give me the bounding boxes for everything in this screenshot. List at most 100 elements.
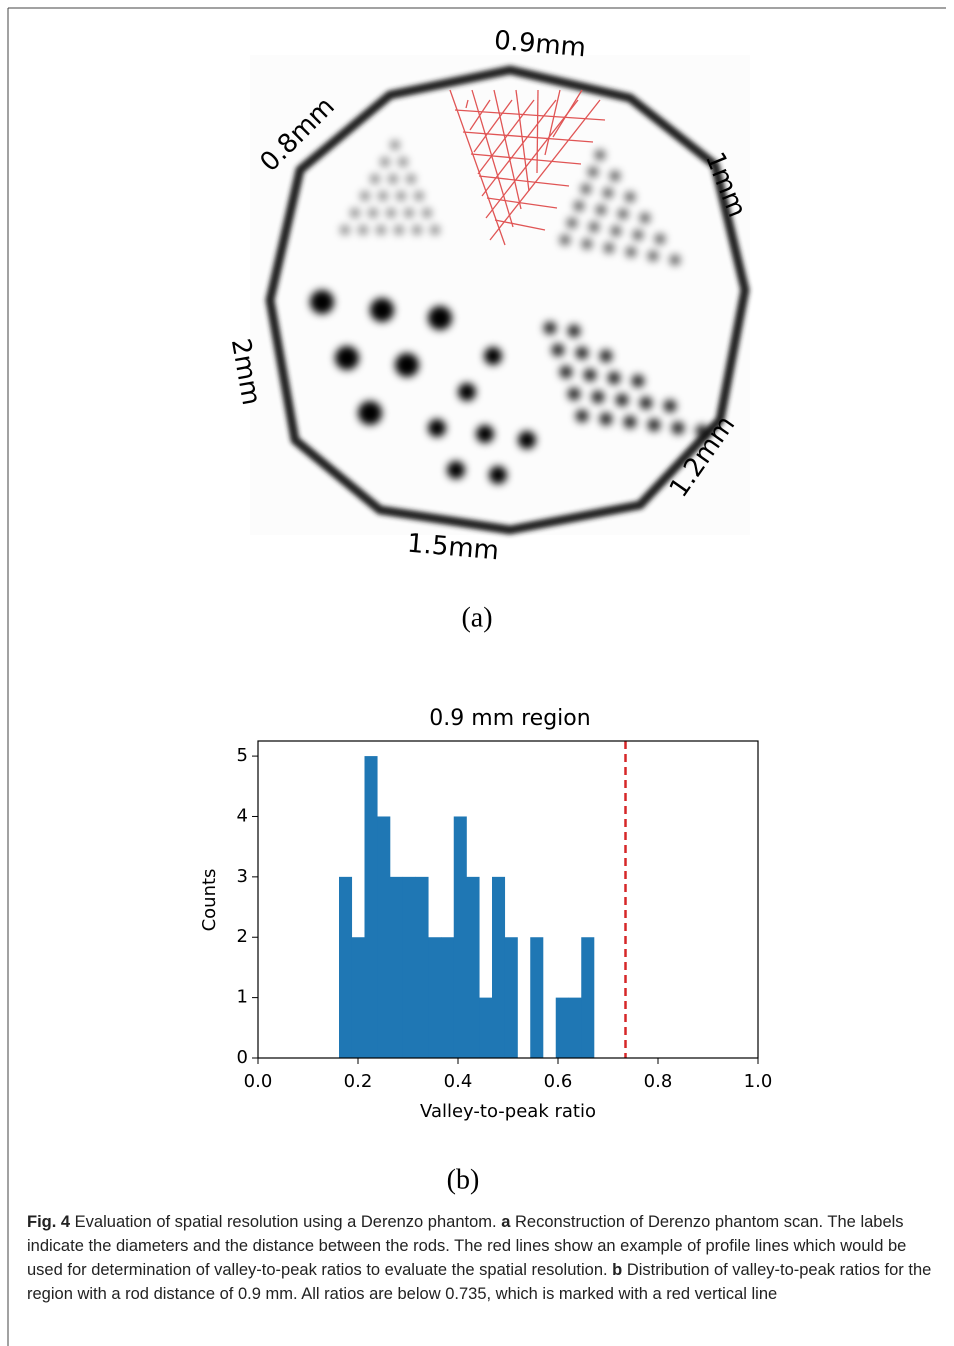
rod <box>398 157 408 167</box>
caption: Fig. 4 Evaluation of spatial resolution … <box>27 1210 932 1306</box>
rod <box>428 419 446 437</box>
rod <box>350 208 360 218</box>
rod <box>358 225 368 235</box>
rod <box>618 209 629 220</box>
rod <box>390 140 400 150</box>
bar <box>403 877 416 1058</box>
rod <box>376 225 386 235</box>
caption-text: Evaluation of spatial resolution using a… <box>70 1213 501 1231</box>
y-tick-label: 3 <box>237 866 248 887</box>
rod <box>430 225 440 235</box>
rod <box>388 174 398 184</box>
rod <box>595 150 606 161</box>
rod <box>640 213 651 224</box>
chart-title: 0.9 mm region <box>429 706 590 731</box>
rod <box>600 350 613 363</box>
y-tick-label: 0 <box>237 1047 248 1068</box>
rod <box>567 218 578 229</box>
caption-part: b <box>612 1261 622 1279</box>
rod <box>552 344 565 357</box>
rod <box>604 243 615 254</box>
rod <box>596 205 607 216</box>
rod <box>404 208 414 218</box>
x-tick-label: 1.0 <box>744 1071 773 1092</box>
panel-label: (b) <box>447 1164 480 1195</box>
bar <box>441 937 454 1058</box>
bar <box>365 756 378 1058</box>
bar <box>569 998 582 1058</box>
bar <box>390 877 403 1058</box>
rod <box>406 174 416 184</box>
rod <box>576 410 589 423</box>
rod <box>589 222 600 233</box>
rod <box>370 174 380 184</box>
bar <box>416 877 429 1058</box>
bar <box>530 937 543 1058</box>
bar <box>339 877 352 1058</box>
rod <box>648 419 661 432</box>
bar <box>492 877 505 1058</box>
x-tick-label: 0.2 <box>344 1071 373 1092</box>
figure-label: Fig. 4 <box>27 1213 70 1231</box>
rod <box>310 290 334 314</box>
panel-label: (a) <box>461 602 492 633</box>
bar <box>581 937 594 1058</box>
rod <box>544 322 557 335</box>
rod <box>422 208 432 218</box>
rod <box>378 191 388 201</box>
rod <box>368 208 378 218</box>
rod <box>625 192 636 203</box>
rod <box>518 431 536 449</box>
rod <box>664 400 677 413</box>
bar <box>377 816 390 1058</box>
y-tick-label: 2 <box>237 926 248 947</box>
bar <box>352 937 365 1058</box>
rod <box>560 366 573 379</box>
rod <box>592 391 605 404</box>
rod <box>568 325 581 338</box>
rod <box>386 208 396 218</box>
rod <box>458 383 476 401</box>
rod <box>574 201 585 212</box>
rod <box>394 225 404 235</box>
rod <box>670 255 681 266</box>
rod <box>626 247 637 258</box>
y-tick-label: 5 <box>237 745 248 766</box>
bar <box>479 998 492 1058</box>
x-tick-label: 0.8 <box>644 1071 673 1092</box>
y-axis-label: Counts <box>199 869 220 932</box>
bar <box>467 877 480 1058</box>
rod <box>576 347 589 360</box>
rod <box>484 347 502 365</box>
rod <box>588 167 599 178</box>
rod <box>428 306 452 330</box>
rod <box>414 191 424 201</box>
rod <box>611 226 622 237</box>
rod <box>655 234 666 245</box>
rod <box>640 397 653 410</box>
y-tick-label: 4 <box>237 805 248 826</box>
figure: 0.9mm 0.8mm 1mm 2mm 1.2mm 1.5mm (a) 0.9 … <box>0 0 954 1346</box>
rod <box>648 251 659 262</box>
rod <box>633 230 644 241</box>
rod <box>600 413 613 426</box>
x-tick-label: 0.0 <box>244 1071 273 1092</box>
rod <box>582 239 593 250</box>
x-tick-label: 0.6 <box>544 1071 573 1092</box>
x-tick-label: 0.4 <box>444 1071 473 1092</box>
rod <box>489 466 507 484</box>
rod <box>610 171 621 182</box>
rod <box>568 388 581 401</box>
rod <box>672 422 685 435</box>
rod <box>380 157 390 167</box>
rod <box>616 394 629 407</box>
caption-part: a <box>501 1213 510 1231</box>
x-axis-label: Valley-to-peak ratio <box>420 1101 596 1122</box>
rod <box>370 298 394 322</box>
rod <box>395 353 419 377</box>
rod <box>396 191 406 201</box>
rod <box>608 372 621 385</box>
rod <box>632 375 645 388</box>
bar <box>454 816 467 1058</box>
rod <box>584 369 597 382</box>
